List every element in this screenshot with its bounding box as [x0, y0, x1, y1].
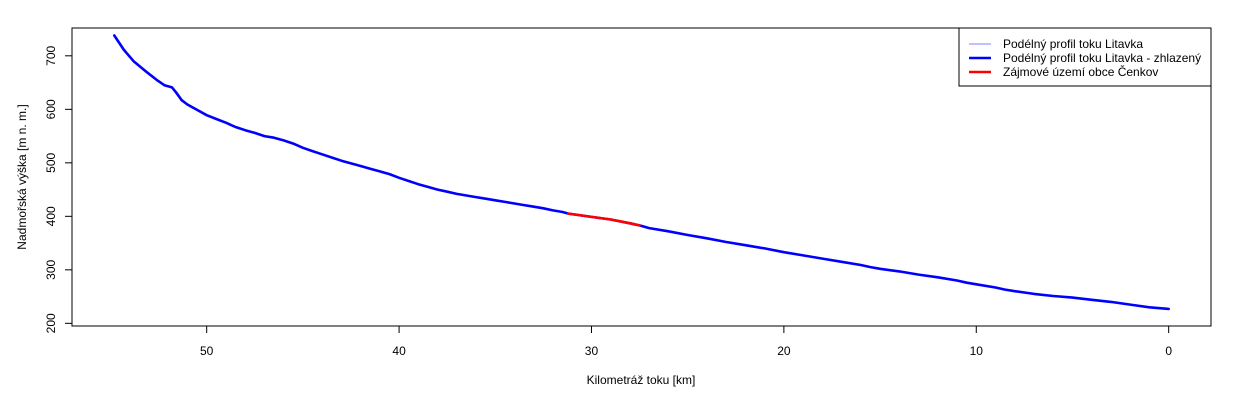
legend-box: [958, 27, 1212, 87]
series-line-area-of-interest: [567, 212, 641, 227]
y-tick-label: 400: [44, 206, 58, 226]
x-axis: 50 40 30 20 10 0: [200, 325, 1172, 358]
x-tick-label: 50: [200, 344, 214, 358]
legend-label-area-of-interest: Zájmové území obce Čenkov: [1003, 64, 1158, 79]
series-line-smoothed-profile: [113, 34, 1170, 311]
series-line-raw-profile: [113, 35, 569, 215]
x-tick-label: 40: [392, 344, 406, 358]
legend: Podélný profil toku Litavka Podélný prof…: [958, 27, 1212, 87]
legend-label-raw-profile: Podélný profil toku Litavka: [1003, 37, 1143, 51]
y-tick-label: 700: [44, 45, 58, 65]
x-tick-label: 20: [777, 344, 791, 358]
y-tick-label: 600: [44, 99, 58, 119]
x-tick-label: 30: [585, 344, 599, 358]
y-axis: 200 300 400 500 600 700: [44, 45, 73, 333]
series-layer: [113, 34, 1170, 311]
y-tick-label: 300: [44, 259, 58, 279]
x-tick-label: 10: [970, 344, 984, 358]
x-tick-label: 0: [1165, 344, 1172, 358]
y-tick-label: 500: [44, 152, 58, 172]
legend-label-smoothed-profile: Podélný profil toku Litavka - zhlazený: [1003, 51, 1201, 65]
y-tick-label: 200: [44, 313, 58, 333]
x-axis-label: Kilometráž toku [km]: [587, 373, 696, 387]
y-axis-label: Nadmořská výška [m n. m.]: [15, 104, 29, 249]
